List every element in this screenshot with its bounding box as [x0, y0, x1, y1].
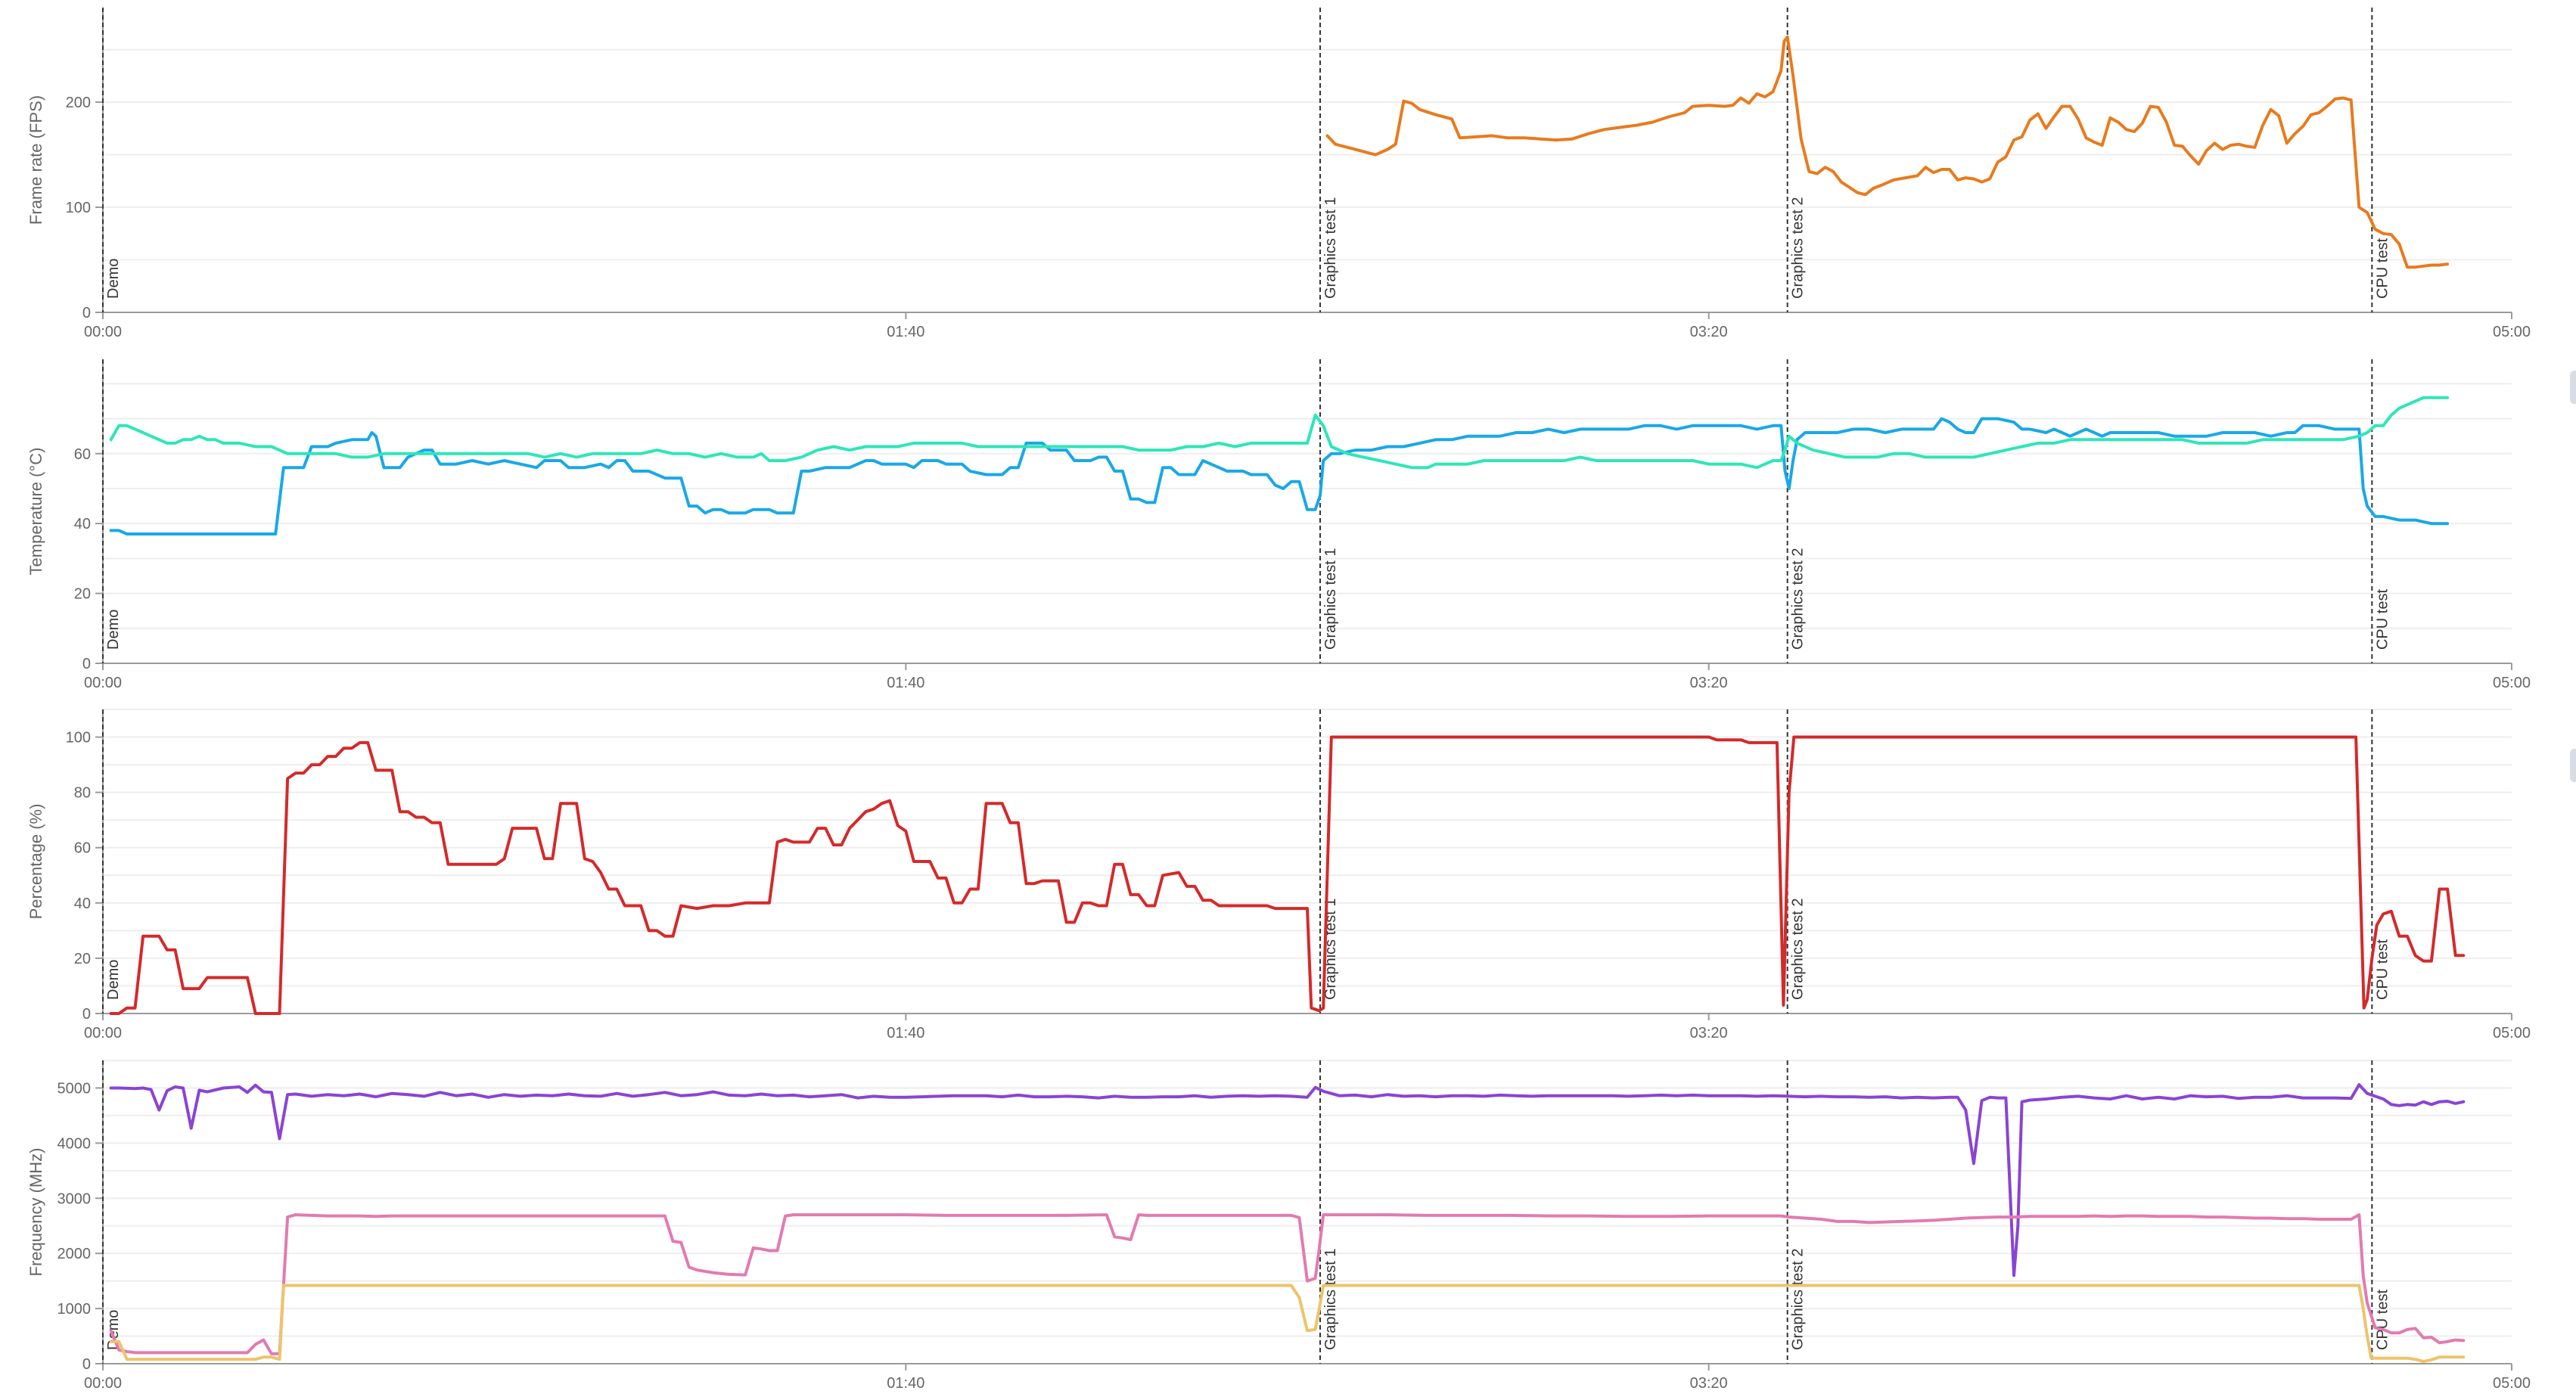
y-tick-label: 1000 — [57, 1301, 92, 1318]
x-tick-label: 00:00 — [84, 675, 122, 691]
x-tick-label: 05:00 — [2493, 1025, 2531, 1041]
x-tick-label: 05:00 — [2493, 675, 2531, 691]
marker-label-graphics-test-1: Graphics test 1 — [1322, 1248, 1339, 1350]
y-axis-title: Frame rate (FPS) — [26, 95, 45, 225]
y-tick-label: 60 — [74, 840, 91, 857]
y-axis-title: Percentage (%) — [26, 804, 45, 920]
chart-panel-1: 0 100 200 00:00 01:40 03:20 05:00 Frame rate (F… — [26, 8, 2531, 340]
y-axis-title: Temperature (°C) — [26, 448, 45, 576]
x-tick-label: 00:00 — [84, 1025, 122, 1041]
x-tick-label: 05:00 — [2493, 324, 2531, 340]
scrollbar-handle-upper[interactable] — [2570, 371, 2576, 404]
y-tick-label: 200 — [66, 95, 91, 111]
marker-label-cpu-test: CPU test — [2374, 939, 2391, 1000]
marker-label-graphics-test-2: Graphics test 2 — [1790, 197, 1807, 299]
x-tick-label: 00:00 — [84, 1375, 122, 1392]
y-tick-label: 0 — [82, 1006, 91, 1023]
y-tick-label: 4000 — [57, 1135, 92, 1152]
series-line-1 — [109, 735, 2466, 1015]
marker-label-demo: Demo — [105, 610, 122, 650]
marker-label-demo: Demo — [105, 1310, 122, 1350]
marker-label-cpu-test: CPU test — [2374, 589, 2391, 650]
marker-label-graphics-test-1: Graphics test 1 — [1322, 197, 1339, 299]
series-line-2 — [109, 1213, 2466, 1355]
x-tick-label: 00:00 — [84, 324, 122, 340]
y-tick-label: 20 — [74, 586, 91, 603]
x-tick-label: 01:40 — [887, 324, 924, 340]
x-tick-label: 01:40 — [887, 1025, 924, 1041]
marker-label-demo: Demo — [105, 259, 122, 299]
y-tick-label: 40 — [74, 516, 91, 532]
marker-label-demo: Demo — [105, 960, 122, 1000]
y-tick-label: 2000 — [57, 1246, 92, 1262]
x-tick-label: 05:00 — [2493, 1375, 2531, 1392]
series-line-2 — [109, 396, 2450, 470]
y-tick-label: 100 — [66, 730, 91, 747]
marker-label-graphics-test-2: Graphics test 2 — [1790, 1248, 1807, 1350]
x-tick-label: 01:40 — [887, 1375, 924, 1392]
chart-panel-4: 0 1000 2000 3000 4000 5000 00:00 01:40 03:20 05:0… — [26, 1060, 2531, 1392]
series-line-1 — [109, 1083, 2466, 1277]
y-tick-label: 40 — [74, 896, 91, 912]
x-tick-label: 01:40 — [887, 675, 924, 691]
y-tick-label: 20 — [74, 951, 91, 967]
y-tick-label: 100 — [66, 200, 91, 216]
x-tick-label: 03:20 — [1690, 324, 1728, 340]
series-line-3 — [109, 1284, 2466, 1364]
marker-label-cpu-test: CPU test — [2374, 238, 2391, 299]
y-axis-title: Frequency (MHz) — [26, 1148, 45, 1277]
y-tick-label: 5000 — [57, 1080, 92, 1097]
x-tick-label: 03:20 — [1690, 1025, 1728, 1041]
y-tick-label: 0 — [82, 305, 91, 321]
y-tick-label: 0 — [82, 1356, 91, 1373]
x-tick-label: 03:20 — [1690, 675, 1728, 691]
marker-label-cpu-test: CPU test — [2374, 1290, 2391, 1350]
y-tick-label: 0 — [82, 656, 91, 672]
y-tick-label: 60 — [74, 446, 91, 463]
series-line-1 — [1325, 35, 2450, 269]
marker-label-graphics-test-2: Graphics test 2 — [1790, 898, 1807, 1000]
y-tick-label: 80 — [74, 785, 91, 802]
scrollbar-handle-lower[interactable] — [2570, 749, 2576, 782]
marker-label-graphics-test-1: Graphics test 1 — [1322, 548, 1339, 650]
y-tick-label: 3000 — [57, 1190, 92, 1207]
x-tick-label: 03:20 — [1690, 1375, 1728, 1392]
chart-panel-3: 0 20 40 60 80 100 00:00 01:40 03:20 05:00 Percenta… — [26, 709, 2531, 1041]
marker-label-graphics-test-2: Graphics test 2 — [1790, 548, 1807, 650]
series-line-1 — [109, 417, 2450, 535]
chart-panel-2: 0 20 40 60 00:00 01:40 03:20 05:00 Temperature (… — [26, 359, 2531, 691]
